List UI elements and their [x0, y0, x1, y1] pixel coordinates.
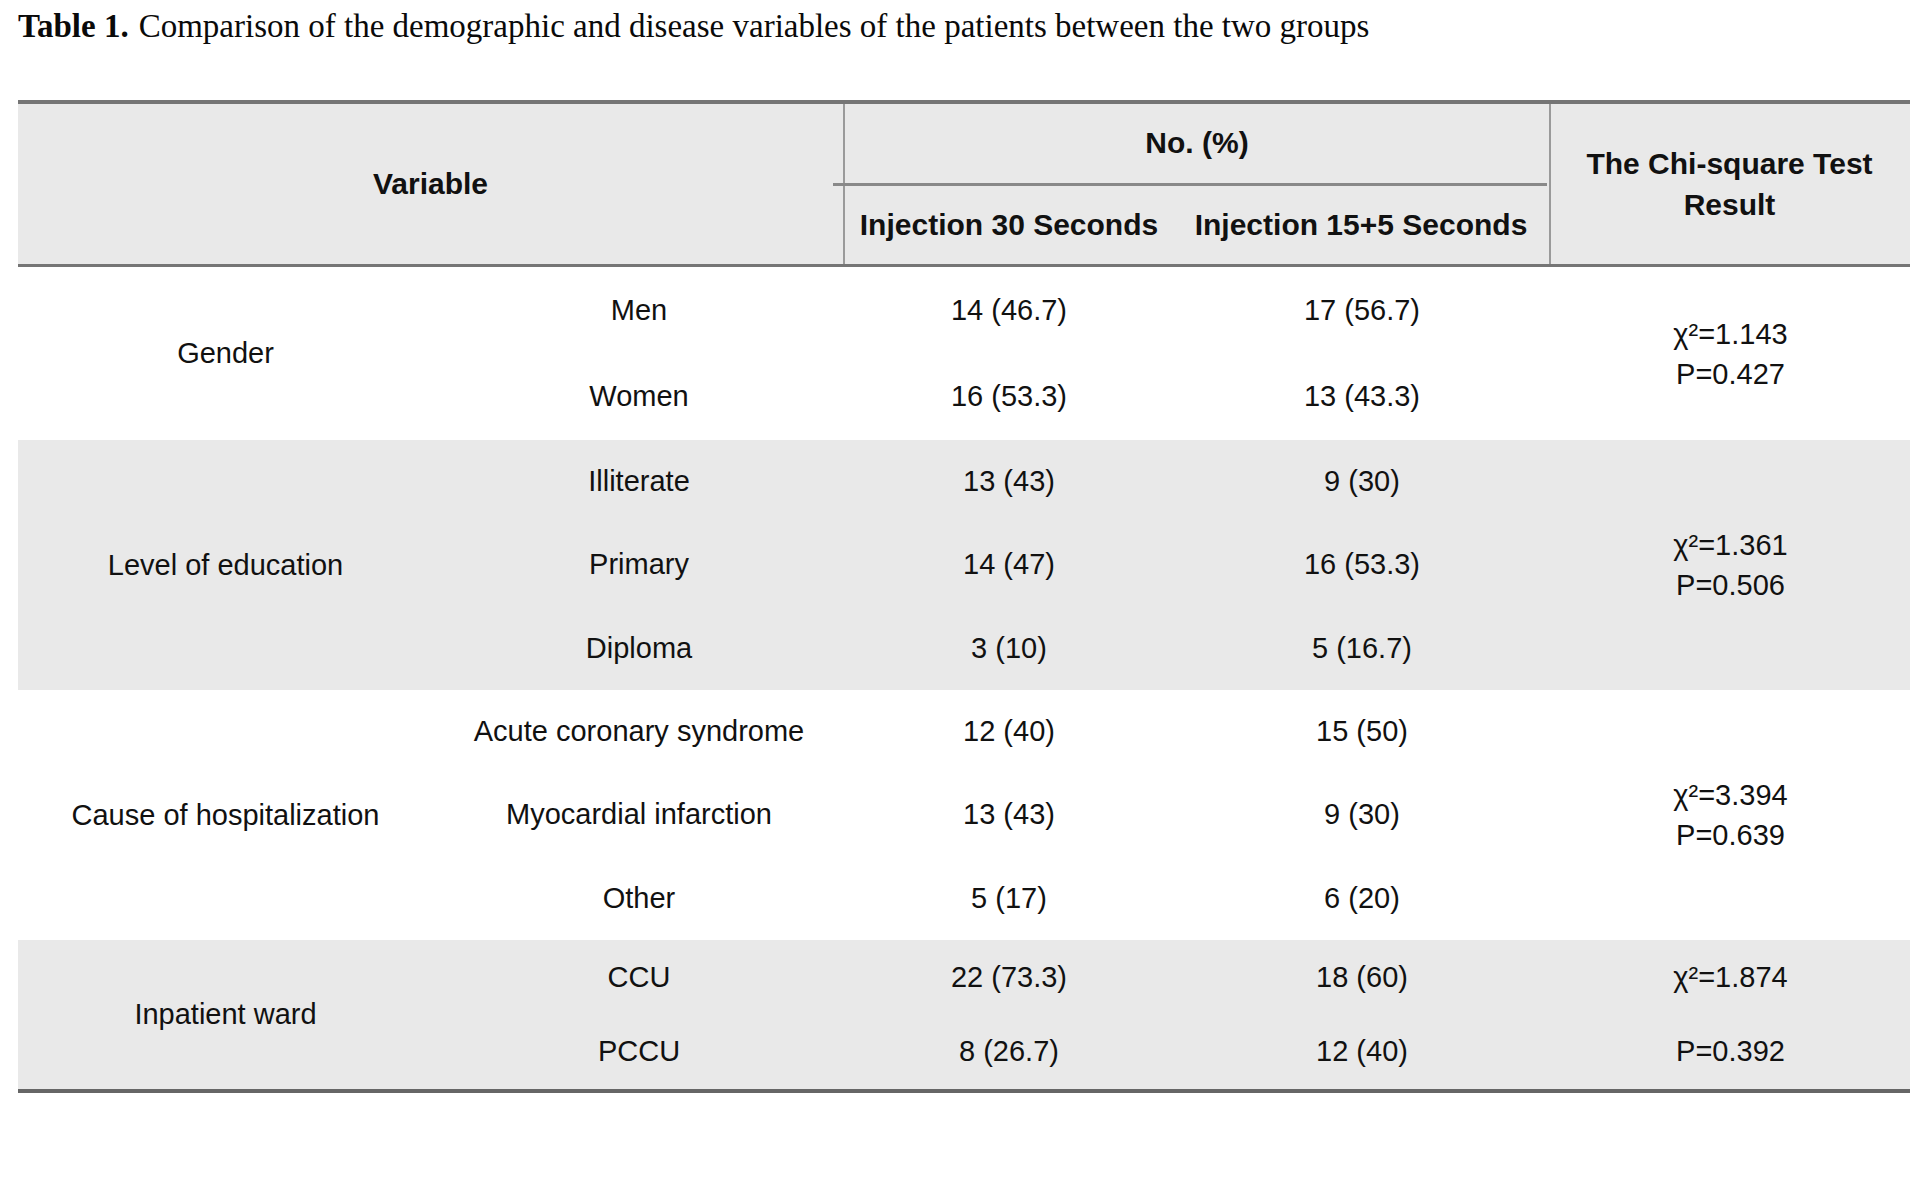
category-label: Primary [433, 523, 845, 606]
table-caption-label: Table 1. [18, 8, 129, 44]
category-label: Myocardial infarction [433, 773, 845, 856]
chi-square-p-value: P=0.427 [1676, 354, 1785, 394]
values-15-5s-column: 17 (56.7) 13 (43.3) [1173, 267, 1551, 440]
header-no-pct-group: No. (%) Injection 30 Seconds Injection 1… [845, 104, 1549, 264]
demographics-table: Variable No. (%) Injection 30 Seconds In… [18, 100, 1910, 1093]
value-15-5s: 12 (40) [1173, 1015, 1551, 1090]
header-chi-square: The Chi-square Test Result [1549, 104, 1908, 264]
category-label: Illiterate [433, 440, 845, 523]
chi-square-statistic: χ²=1.361 [1673, 525, 1787, 565]
values-30s-column: 22 (73.3) 8 (26.7) [845, 940, 1173, 1089]
chi-square-statistic: χ²=1.874 [1673, 961, 1787, 994]
section-ward: Inpatient ward CCU PCCU 22 (73.3) 8 (26.… [18, 940, 1910, 1089]
value-15-5s: 9 (30) [1173, 773, 1551, 856]
header-no-pct: No. (%) [845, 104, 1549, 183]
value-30s: 5 (17) [845, 857, 1173, 940]
category-column: CCU PCCU [433, 940, 845, 1089]
values-15-5s-column: 9 (30) 16 (53.3) 5 (16.7) [1173, 440, 1551, 690]
chi-square-p-value: P=0.639 [1676, 815, 1785, 855]
values-30s-column: 14 (46.7) 16 (53.3) [845, 267, 1173, 440]
value-15-5s: 6 (20) [1173, 857, 1551, 940]
variable-label: Cause of hospitalization [18, 690, 433, 940]
header-variable: Variable [18, 104, 845, 264]
value-15-5s: 18 (60) [1173, 940, 1551, 1015]
values-30s-column: 12 (40) 13 (43) 5 (17) [845, 690, 1173, 940]
table-caption-text: Comparison of the demographic and diseas… [139, 8, 1370, 44]
chi-square-p-value: P=0.506 [1676, 565, 1785, 605]
table-caption: Table 1. Comparison of the demographic an… [18, 8, 1898, 45]
category-column: Acute coronary syndrome Myocardial infar… [433, 690, 845, 940]
journal-logo: Quarterly of The Horizon of Medical Scie… [1425, 1104, 1928, 1190]
chi-square-result: χ²=1.874 P=0.392 [1551, 940, 1910, 1089]
header-injection-15-5s: Injection 15+5 Seconds [1173, 186, 1549, 265]
value-30s: 12 (40) [845, 690, 1173, 773]
category-column: Illiterate Primary Diploma [433, 440, 845, 690]
chi-square-result: χ²=1.361 P=0.506 [1551, 440, 1910, 690]
chi-square-result: χ²=1.143 P=0.427 [1551, 267, 1910, 440]
value-30s: 3 (10) [845, 607, 1173, 690]
value-15-5s: 16 (53.3) [1173, 523, 1551, 606]
header-chi-square-line2: Result [1684, 184, 1776, 225]
value-15-5s: 9 (30) [1173, 440, 1551, 523]
variable-label: Gender [18, 267, 433, 440]
value-15-5s: 17 (56.7) [1173, 267, 1551, 354]
value-30s: 16 (53.3) [845, 354, 1173, 441]
section-cause: Cause of hospitalization Acute coronary … [18, 690, 1910, 940]
section-gender: Gender Men Women 14 (46.7) 16 (53.3) 17 … [18, 267, 1910, 440]
values-15-5s-column: 15 (50) 9 (30) 6 (20) [1173, 690, 1551, 940]
value-15-5s: 13 (43.3) [1173, 354, 1551, 441]
category-label: CCU [433, 940, 845, 1015]
variable-label: Inpatient ward [18, 940, 433, 1089]
value-30s: 14 (47) [845, 523, 1173, 606]
header-chi-square-line1: The Chi-square Test [1586, 143, 1872, 184]
value-30s: 22 (73.3) [845, 940, 1173, 1015]
category-label: Other [433, 857, 845, 940]
value-15-5s: 15 (50) [1173, 690, 1551, 773]
value-15-5s: 5 (16.7) [1173, 607, 1551, 690]
value-30s: 8 (26.7) [845, 1015, 1173, 1090]
header-injection-30s: Injection 30 Seconds [845, 186, 1173, 265]
chi-square-result: χ²=3.394 P=0.639 [1551, 690, 1910, 940]
category-label: Men [433, 267, 845, 354]
value-30s: 13 (43) [845, 773, 1173, 856]
chi-square-statistic: χ²=1.143 [1673, 314, 1787, 354]
table-header: Variable No. (%) Injection 30 Seconds In… [18, 104, 1910, 267]
category-label: Acute coronary syndrome [433, 690, 845, 773]
chi-square-statistic: χ²=3.394 [1673, 775, 1787, 815]
value-30s: 13 (43) [845, 440, 1173, 523]
value-30s: 14 (46.7) [845, 267, 1173, 354]
chi-square-p-value: P=0.392 [1676, 1035, 1785, 1068]
category-label: Diploma [433, 607, 845, 690]
category-column: Men Women [433, 267, 845, 440]
values-30s-column: 13 (43) 14 (47) 3 (10) [845, 440, 1173, 690]
category-label: PCCU [433, 1015, 845, 1090]
category-label: Women [433, 354, 845, 441]
page: Table 1. Comparison of the demographic an… [0, 0, 1928, 1190]
values-15-5s-column: 18 (60) 12 (40) [1173, 940, 1551, 1089]
header-subcolumns: Injection 30 Seconds Injection 15+5 Seco… [845, 186, 1549, 265]
section-education: Level of education Illiterate Primary Di… [18, 440, 1910, 690]
variable-label: Level of education [18, 440, 433, 690]
